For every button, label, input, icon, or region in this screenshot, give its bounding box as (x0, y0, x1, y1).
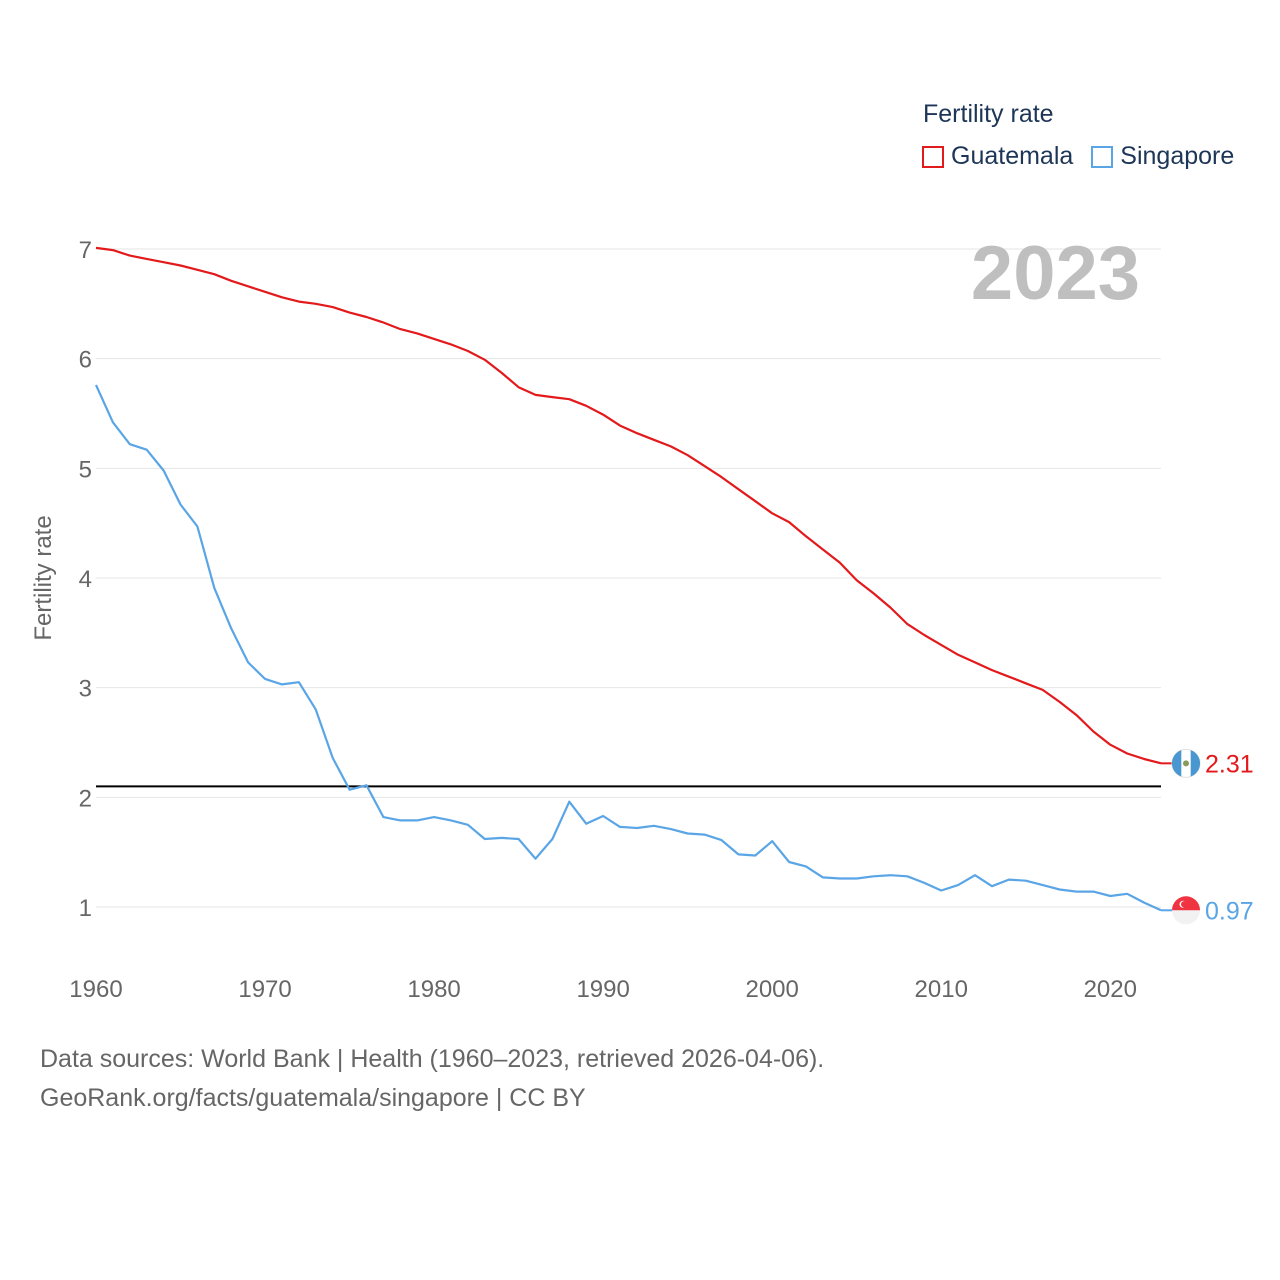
legend-item-singapore[interactable]: Singapore (1091, 142, 1234, 171)
series-end-markers: 2.31 0.97 (1161, 748, 1254, 925)
attribution-link[interactable]: GeoRank.org/facts/guatemala/singapore | … (40, 1084, 586, 1112)
legend-item-guatemala[interactable]: Guatemala (922, 142, 1073, 171)
x-tick-label: 2010 (915, 976, 968, 1003)
x-axis-ticks: 1960 1970 1980 1990 2000 2010 2020 (69, 976, 1137, 1003)
series-line-singapore (94, 384, 1162, 912)
legend-label-singapore: Singapore (1120, 142, 1235, 170)
y-tick-label: 1 (79, 895, 92, 922)
y-tick-label: 3 (79, 676, 92, 703)
flag-icon-guatemala (1171, 748, 1201, 778)
y-tick-label: 7 (79, 237, 92, 264)
x-tick-label: 1980 (407, 976, 460, 1003)
y-tick-label: 6 (79, 347, 92, 374)
x-tick-label: 1960 (69, 976, 122, 1003)
y-axis-label: Fertility rate (30, 515, 57, 640)
legend-swatch-singapore (1091, 145, 1114, 168)
legend-title: Fertility rate (923, 100, 1054, 128)
flag-icon-singapore (1172, 896, 1200, 925)
y-axis-ticks: 1 2 3 4 5 6 7 (79, 237, 92, 922)
series-line-guatemala (95, 246, 1162, 765)
series-lines (94, 246, 1162, 912)
x-tick-label: 1970 (238, 976, 291, 1003)
y-tick-label: 4 (79, 566, 92, 593)
y-tick-label: 5 (79, 456, 92, 483)
x-tick-label: 1990 (576, 976, 629, 1003)
grid-lines (96, 248, 1161, 908)
end-value-label-singapore: 0.97 (1205, 897, 1254, 925)
current-year-label: 2023 (971, 231, 1140, 316)
x-tick-label: 2020 (1084, 976, 1137, 1003)
x-tick-label: 2000 (745, 976, 798, 1003)
legend-swatch-guatemala (922, 145, 944, 168)
source-line: Data sources: World Bank | Health (1960–… (40, 1045, 825, 1073)
legend-label-guatemala: Guatemala (951, 142, 1074, 170)
legend: Guatemala Singapore (922, 142, 1252, 171)
y-tick-label: 2 (79, 785, 92, 812)
end-value-label-guatemala: 2.31 (1205, 750, 1254, 778)
